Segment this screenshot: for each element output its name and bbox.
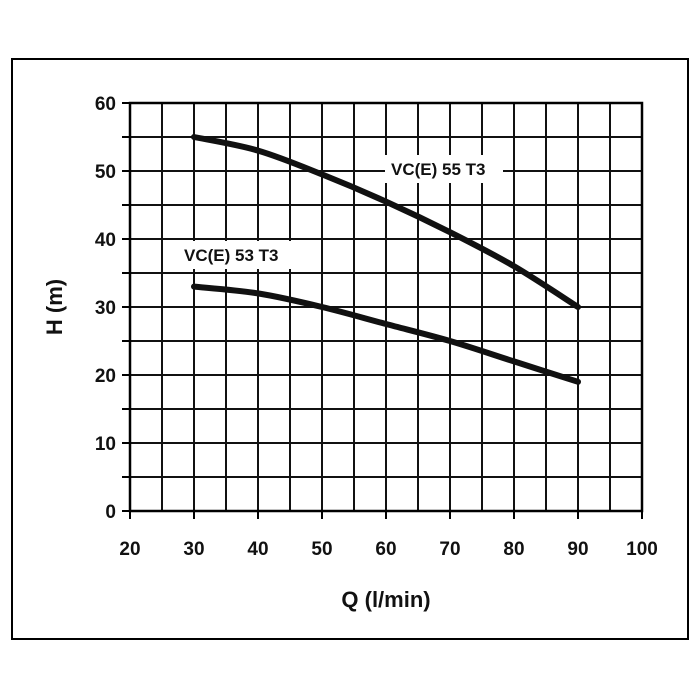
x-tick-label: 40 [247,539,268,560]
y-tick-label: 50 [95,162,116,183]
x-tick-label: 100 [626,539,658,560]
y-tick-labels: 0 10 20 30 40 50 60 [95,94,116,523]
y-tick-label: 30 [95,298,116,319]
series-label-vc-e-55-t3: VC(E) 55 T3 [391,160,485,179]
x-tick-label: 90 [567,539,588,560]
x-tick-label: 80 [503,539,524,560]
y-axis-label: H (m) [42,279,67,335]
y-tick-label: 0 [105,502,116,523]
x-tick-labels: 20 30 40 50 60 70 80 90 100 [119,539,657,560]
x-tick-label: 50 [311,539,332,560]
x-tick-label: 30 [183,539,204,560]
x-tick-label: 70 [439,539,460,560]
y-tick-label: 60 [95,94,116,115]
x-tick-label: 60 [375,539,396,560]
series-label-bg-2 [178,241,296,269]
series-label-vc-e-53-t3: VC(E) 53 T3 [184,246,278,265]
series-line-1 [191,134,581,310]
x-tick-label: 20 [119,539,140,560]
y-tick-label: 40 [95,230,116,251]
series-line-2 [191,283,581,385]
series-label-bg-1 [385,155,503,183]
axes [122,101,644,519]
series-lines [191,134,581,385]
chart-frame [11,58,689,640]
y-tick-label: 20 [95,366,116,387]
y-tick-label: 10 [95,434,116,455]
x-axis-label: Q (l/min) [341,587,430,612]
